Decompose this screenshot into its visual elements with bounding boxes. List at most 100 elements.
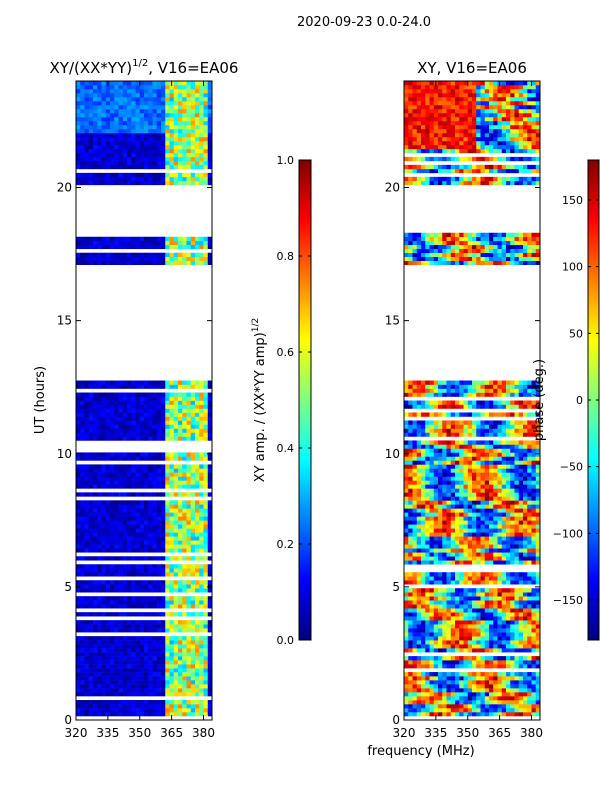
heatmap-cell [484,488,490,493]
heatmap-cell [535,664,540,669]
heatmap-cell [165,568,170,573]
heatmap-cell [182,660,187,665]
heatmap-cell [122,584,128,589]
heatmap-cell [459,628,464,633]
heatmap-cell [97,544,102,549]
heatmap-cell [459,492,464,497]
heatmap-cell [408,592,413,597]
heatmap-cell [408,580,413,585]
heatmap-cell [97,572,102,577]
heatmap-cell [195,156,200,162]
heatmap-cell [510,628,515,633]
heatmap-cell [93,100,98,106]
heatmap-cell [186,556,192,561]
heatmap-cell [114,384,119,389]
heatmap-cell [182,596,187,601]
heatmap-cell [80,424,85,429]
heatmap-cell [203,572,209,577]
heatmap-cell [97,380,102,385]
heatmap-cell [501,560,507,565]
heatmap-cell [178,408,183,413]
heatmap-cell [506,648,511,653]
heatmap-cell [207,532,212,537]
heatmap-cell [101,472,107,477]
heatmap-cell [412,696,418,701]
heatmap-cell [131,672,136,677]
heatmap-cell [535,516,540,521]
heatmap-cell [178,612,183,617]
heatmap-cell [101,100,107,106]
heatmap-cell [412,588,418,593]
heatmap-cell [135,500,141,505]
heatmap-cell [156,612,162,617]
heatmap-cell [467,556,473,561]
heatmap-cell [97,600,102,605]
heatmap-cell [152,712,158,717]
heatmap-cell [199,672,204,677]
heatmap-cell [148,596,153,601]
heatmap-cell [480,708,486,713]
heatmap-cell [186,92,192,98]
heatmap-cell [203,424,209,429]
heatmap-cell [489,540,494,545]
heatmap-cell [105,468,111,473]
phase-heatmap [404,81,540,717]
heatmap-cell [476,572,481,577]
heatmap-cell [148,180,153,186]
heatmap-cell [118,468,124,473]
heatmap-cell [165,432,170,437]
heatmap-cell [76,644,81,649]
heatmap-cell [186,668,192,673]
heatmap-cell [186,81,192,86]
heatmap-cell [156,256,162,262]
heatmap-cell [76,692,81,697]
heatmap-cell [497,588,503,593]
heatmap-cell [207,436,212,441]
heatmap-cell [421,572,426,577]
heatmap-cell [110,668,115,673]
heatmap-cell [84,416,90,421]
heatmap-cell [404,620,409,625]
heatmap-cell [501,524,507,529]
heatmap-cell [118,684,124,689]
heatmap-cell [88,124,94,130]
heatmap-cell [80,408,85,413]
heatmap-cell [207,528,212,533]
heatmap-cell [80,392,85,397]
heatmap-cell [173,676,179,681]
heatmap-cell [178,480,183,485]
heatmap-cell [148,708,153,713]
heatmap-cell [148,544,153,549]
heatmap-cell [118,96,124,102]
heatmap-cell [489,572,494,577]
heatmap-cell [416,556,422,561]
heatmap-cell [459,708,464,713]
heatmap-cell [203,140,209,146]
heatmap-cell [199,684,204,689]
heatmap-cell [80,568,85,573]
heatmap-cell [110,636,115,641]
heatmap-cell [139,256,145,262]
heatmap-cell [144,648,149,653]
heatmap-cell [105,432,111,437]
heatmap-cell [105,568,111,573]
heatmap-cell [203,600,209,605]
heatmap-cell [531,524,537,529]
heatmap-cell [497,576,503,581]
heatmap-cell [173,104,179,110]
heatmap-cell [152,676,158,681]
heatmap-cell [535,692,540,697]
heatmap-cell [489,660,494,665]
heatmap-cell [114,112,119,118]
heatmap-cell [101,680,107,685]
heatmap-cell [190,620,196,625]
heatmap-cell [203,172,209,178]
heatmap-cell [182,532,187,537]
heatmap-cell [514,496,520,501]
heatmap-cell [425,700,430,705]
heatmap-cell [450,680,456,685]
heatmap-cell [186,512,192,517]
heatmap-cell [442,576,447,581]
heatmap-cell [429,596,435,601]
heatmap-cell [76,584,81,589]
